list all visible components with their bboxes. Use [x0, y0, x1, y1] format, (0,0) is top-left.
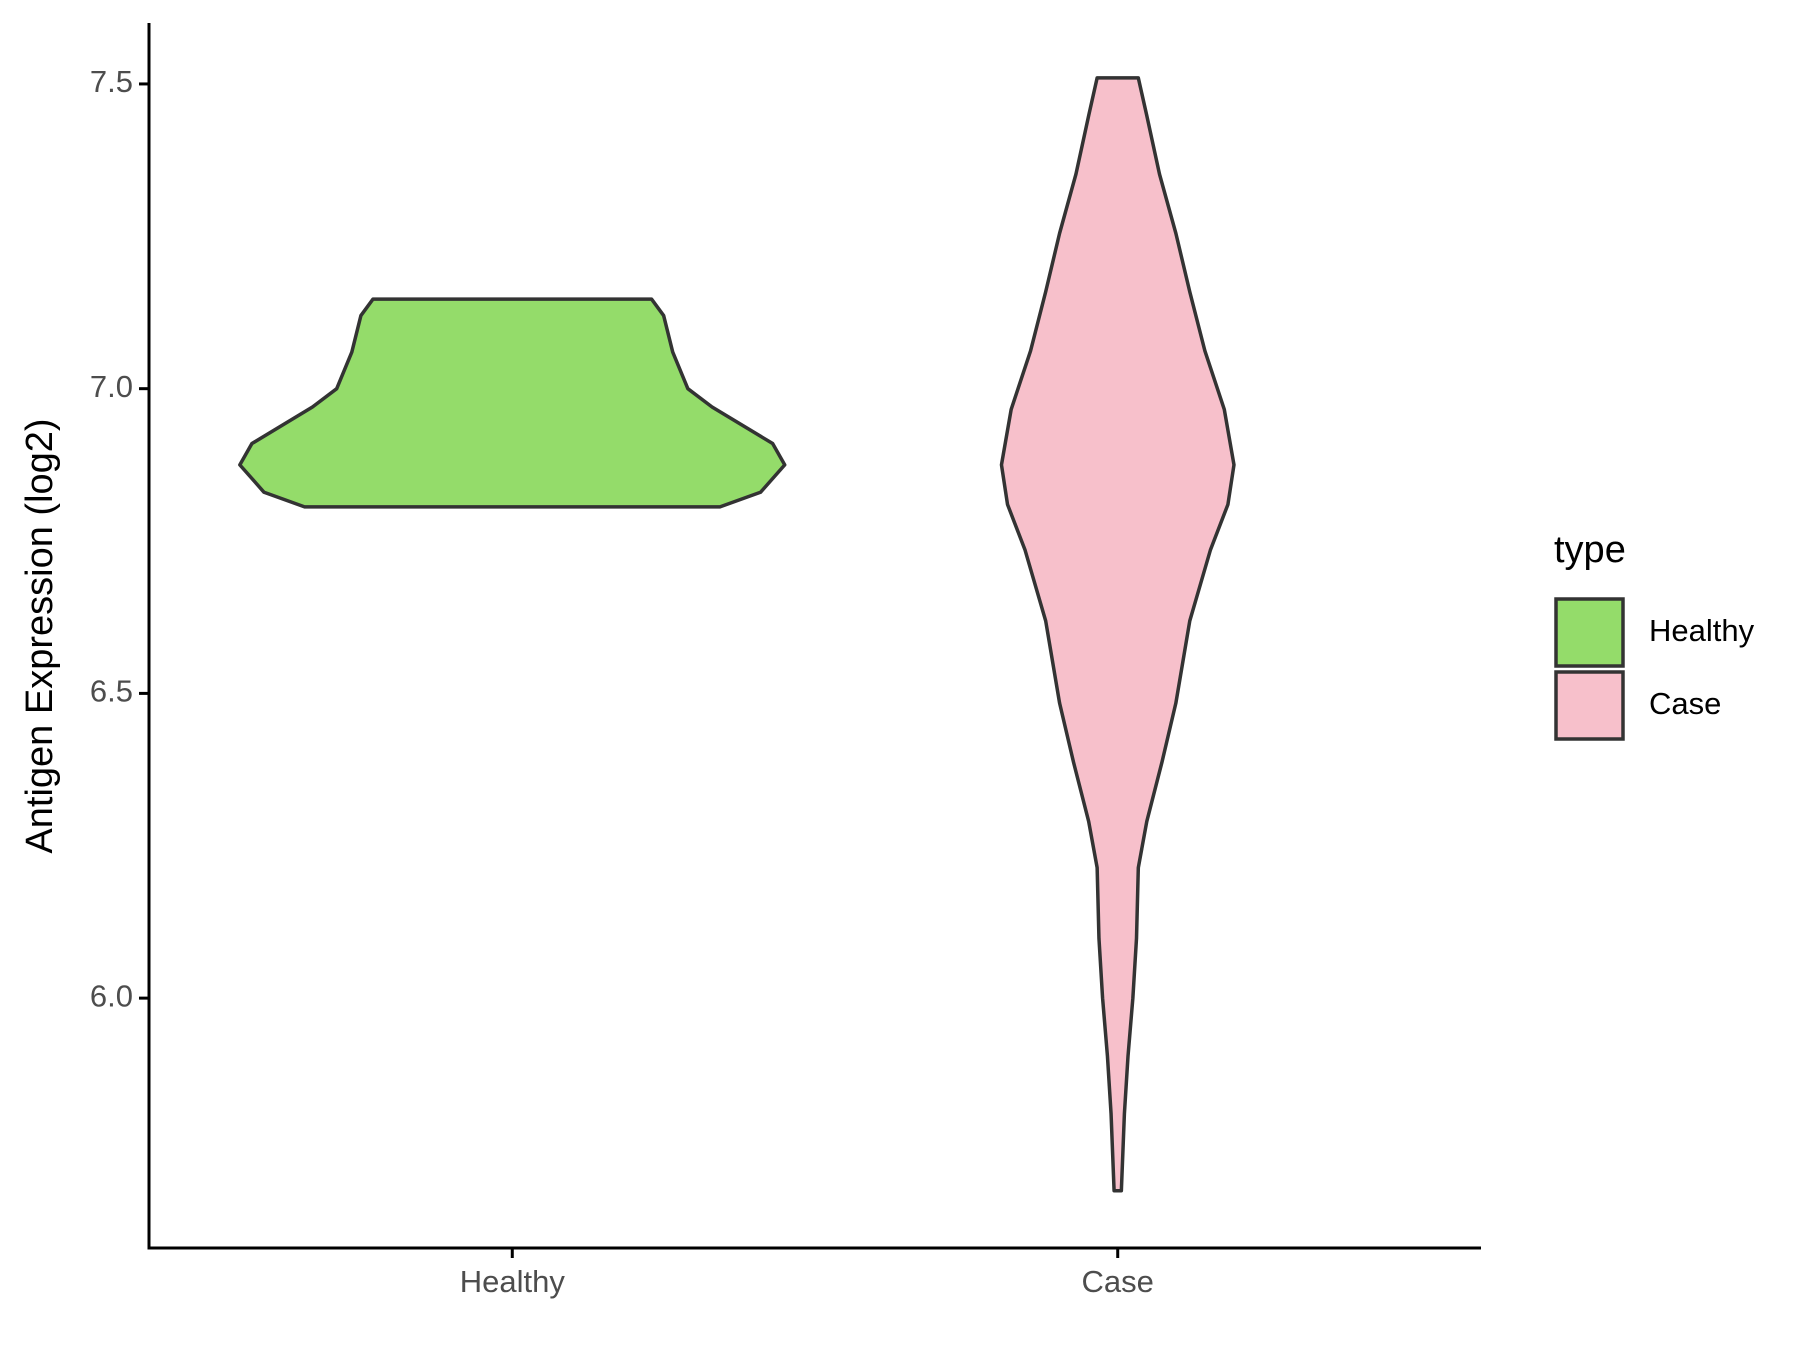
y-tick-label: 7.0: [90, 369, 133, 404]
legend-label: Case: [1649, 686, 1721, 721]
x-tick-label: Healthy: [460, 1264, 566, 1299]
violin: [999, 76, 1236, 1193]
legend-key: [1554, 670, 1625, 741]
y-tick-label: 6.0: [90, 978, 133, 1013]
y-tick-label: 6.5: [90, 674, 133, 709]
legend-key: [1554, 597, 1625, 668]
legend-title: type: [1554, 529, 1626, 571]
x-tick-label: Case: [1082, 1264, 1154, 1299]
violin: [238, 297, 787, 509]
legend-label: Healthy: [1649, 613, 1755, 648]
y-tick-label: 7.5: [90, 64, 133, 99]
y-axis-title: Antigen Expression (log2): [19, 418, 61, 853]
